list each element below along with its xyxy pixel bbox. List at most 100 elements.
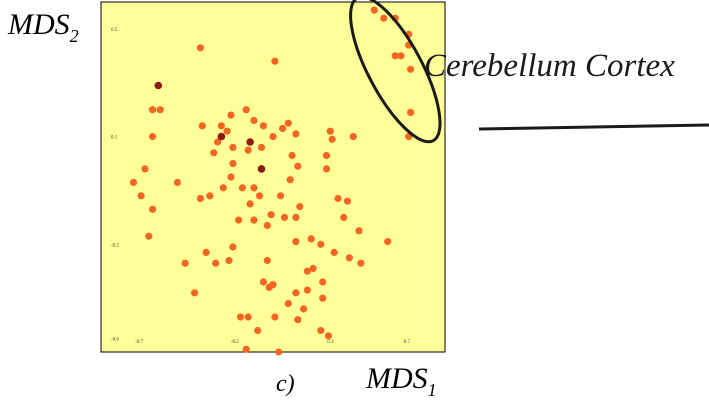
data-point-dark	[257, 165, 266, 173]
cerebellum-cortex-label: Cerebellum Cortex	[424, 48, 675, 84]
data-point	[328, 135, 336, 143]
annotation-line	[478, 123, 709, 131]
data-point	[149, 205, 157, 213]
data-point	[397, 52, 405, 60]
data-point	[229, 243, 237, 251]
data-point	[235, 216, 243, 224]
data-point	[284, 299, 292, 308]
data-point	[319, 294, 327, 302]
data-point	[149, 133, 157, 141]
data-point	[326, 127, 334, 135]
data-point	[129, 178, 138, 186]
data-point	[317, 326, 325, 335]
x-axis-title: MDS1	[365, 362, 437, 400]
data-point	[307, 235, 315, 243]
data-point	[244, 313, 252, 321]
data-point	[256, 192, 264, 200]
x-tick-label: -0.2	[231, 340, 239, 345]
data-point	[173, 178, 181, 186]
data-point	[303, 267, 311, 275]
data-point	[202, 248, 210, 256]
data-point-dark	[154, 81, 163, 90]
data-point	[317, 240, 325, 248]
data-point	[357, 259, 365, 267]
data-point	[269, 133, 277, 141]
data-point	[212, 259, 220, 267]
data-point	[292, 130, 300, 138]
x-tick-label: 0.7	[404, 340, 411, 345]
cerebellum-cortex-ellipse	[349, 0, 442, 144]
data-point	[196, 44, 204, 52]
y-tick-label: 0.5	[111, 28, 118, 33]
data-point	[275, 348, 283, 356]
x-axis-title-subscript: 1	[428, 380, 437, 400]
data-point	[156, 106, 164, 114]
data-point	[271, 313, 279, 321]
data-point	[219, 184, 227, 192]
data-point	[137, 192, 145, 200]
data-point	[196, 194, 204, 203]
data-point	[370, 6, 378, 14]
data-point-dark	[217, 132, 226, 141]
data-point	[280, 213, 289, 221]
data-point	[303, 286, 311, 294]
data-point	[238, 184, 246, 192]
data-point	[284, 119, 292, 127]
data-point	[217, 122, 225, 130]
data-point	[254, 326, 262, 335]
panel-label: c)	[276, 371, 295, 397]
data-point	[340, 213, 348, 221]
x-tick-label: -0.7	[135, 340, 143, 345]
y-axis-title: MDS2	[7, 8, 79, 46]
data-point	[242, 106, 250, 114]
data-point	[292, 289, 300, 297]
y-axis-title-subscript: 2	[70, 26, 79, 46]
data-point	[384, 238, 392, 246]
data-point	[242, 345, 250, 353]
data-point	[225, 256, 233, 265]
data-point	[322, 151, 331, 160]
data-point	[236, 313, 245, 321]
data-point	[343, 197, 352, 205]
data-point	[141, 165, 149, 173]
data-point	[334, 194, 342, 203]
x-tick-label: 0.3	[327, 340, 334, 345]
data-point	[296, 203, 304, 211]
data-point	[267, 211, 275, 219]
data-point	[191, 289, 199, 297]
data-point	[324, 332, 332, 340]
data-point	[244, 146, 252, 154]
data-point	[279, 124, 287, 133]
data-point	[309, 264, 317, 273]
data-point	[407, 65, 415, 73]
data-point	[271, 57, 279, 65]
data-point	[250, 184, 258, 192]
data-point	[214, 138, 222, 146]
y-tick-label: 0.1	[111, 136, 118, 141]
data-point	[259, 278, 267, 286]
data-point	[227, 173, 235, 181]
data-point	[250, 116, 258, 125]
data-point	[300, 305, 308, 313]
data-point	[198, 122, 206, 130]
data-point	[229, 143, 237, 151]
data-point	[206, 192, 214, 200]
data-point	[330, 248, 338, 256]
scatter-points	[129, 6, 415, 356]
data-point	[288, 151, 296, 160]
data-point	[223, 127, 231, 135]
y-tick-label: -0.2	[111, 243, 119, 248]
data-point	[181, 259, 189, 267]
data-point	[349, 133, 357, 141]
data-point	[292, 238, 300, 246]
data-point	[322, 165, 331, 173]
data-point	[229, 159, 237, 168]
data-point	[269, 281, 277, 289]
data-point	[292, 213, 300, 221]
data-point	[227, 111, 235, 119]
data-point	[277, 192, 285, 200]
data-point	[246, 200, 254, 208]
tick-labels: -0.7 -0.2 0.3 0.7 0.5 0.1 -0.2 -0.6	[111, 28, 410, 345]
data-point	[286, 176, 294, 184]
